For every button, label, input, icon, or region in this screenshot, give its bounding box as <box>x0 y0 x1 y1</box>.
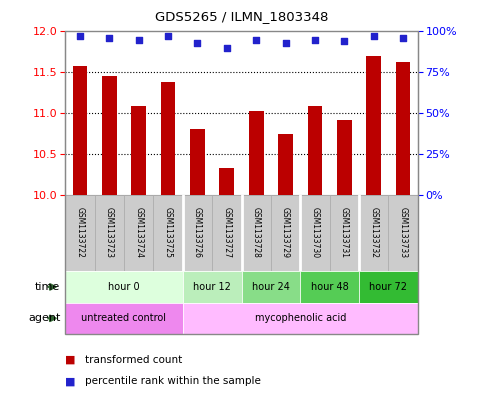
Bar <box>190 129 205 195</box>
Point <box>135 37 142 43</box>
Text: untreated control: untreated control <box>82 313 167 323</box>
Bar <box>359 271 418 303</box>
Text: hour 48: hour 48 <box>311 282 349 292</box>
Point <box>223 44 231 51</box>
Bar <box>367 56 381 195</box>
Text: percentile rank within the sample: percentile rank within the sample <box>85 376 260 386</box>
Point <box>370 33 378 39</box>
Bar <box>131 107 146 195</box>
Text: hour 72: hour 72 <box>369 282 408 292</box>
Text: GSM1133727: GSM1133727 <box>222 208 231 258</box>
Bar <box>65 195 95 271</box>
Point <box>194 40 201 46</box>
Bar <box>65 303 183 334</box>
Point <box>164 33 172 39</box>
Bar <box>308 107 322 195</box>
Point <box>76 33 84 39</box>
Text: mycophenolic acid: mycophenolic acid <box>255 313 346 323</box>
Text: GDS5265 / ILMN_1803348: GDS5265 / ILMN_1803348 <box>155 10 328 23</box>
Text: GSM1133726: GSM1133726 <box>193 208 202 258</box>
Text: time: time <box>35 282 60 292</box>
Point <box>105 35 113 41</box>
Point <box>341 38 348 44</box>
Text: GSM1133732: GSM1133732 <box>369 208 378 258</box>
Bar <box>183 271 242 303</box>
Bar <box>242 195 271 271</box>
Text: GSM1133723: GSM1133723 <box>105 208 114 258</box>
Text: GSM1133730: GSM1133730 <box>311 207 319 259</box>
Bar <box>388 195 418 271</box>
Bar <box>161 82 175 195</box>
Bar <box>183 195 212 271</box>
Bar <box>212 195 242 271</box>
Text: GSM1133731: GSM1133731 <box>340 208 349 258</box>
Text: GSM1133729: GSM1133729 <box>281 208 290 258</box>
Bar <box>124 195 154 271</box>
Bar <box>219 169 234 195</box>
Text: hour 0: hour 0 <box>108 282 140 292</box>
Text: GSM1133725: GSM1133725 <box>164 208 172 258</box>
Bar <box>278 134 293 195</box>
Bar <box>154 195 183 271</box>
Text: GSM1133728: GSM1133728 <box>252 208 261 258</box>
Bar <box>183 303 418 334</box>
Text: agent: agent <box>28 313 60 323</box>
Text: GSM1133722: GSM1133722 <box>75 208 85 258</box>
Point <box>282 40 289 46</box>
Text: GSM1133733: GSM1133733 <box>398 207 408 259</box>
Text: hour 24: hour 24 <box>252 282 290 292</box>
Bar <box>300 195 329 271</box>
Bar <box>249 111 264 195</box>
Bar <box>300 271 359 303</box>
Text: ■: ■ <box>65 376 76 386</box>
Bar <box>242 271 300 303</box>
Bar <box>72 66 87 195</box>
Bar <box>359 195 388 271</box>
Bar <box>65 271 183 303</box>
Text: ■: ■ <box>65 354 76 365</box>
Text: transformed count: transformed count <box>85 354 182 365</box>
Point <box>399 35 407 41</box>
Bar <box>95 195 124 271</box>
Text: hour 12: hour 12 <box>193 282 231 292</box>
Bar <box>271 195 300 271</box>
Text: GSM1133724: GSM1133724 <box>134 208 143 258</box>
Bar <box>337 119 352 195</box>
Point <box>311 37 319 43</box>
Bar <box>396 62 411 195</box>
Bar <box>329 195 359 271</box>
Point <box>252 37 260 43</box>
Bar <box>102 76 116 195</box>
